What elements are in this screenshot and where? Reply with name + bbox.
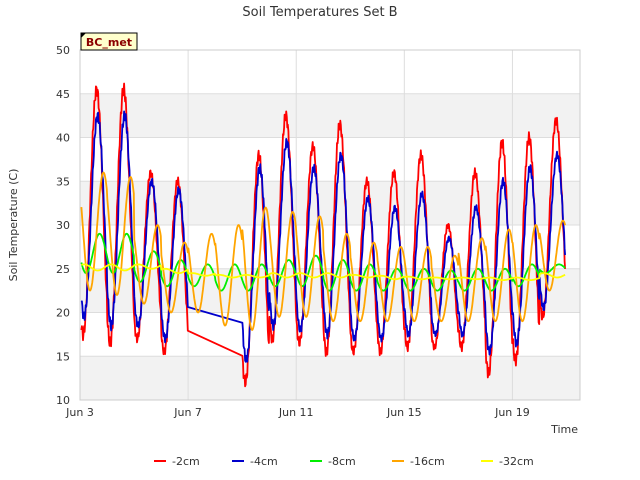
legend-label: -16cm <box>410 455 445 468</box>
series-line-minus-32cm <box>81 263 566 281</box>
series-line-minus-8cm <box>80 232 566 292</box>
x-axis-label: Time <box>550 423 578 436</box>
chart-title: Soil Temperatures Set B <box>242 5 397 20</box>
plot-frame <box>79 49 581 401</box>
y-tick-label: 50 <box>56 44 70 57</box>
background-band <box>80 356 580 400</box>
y-axis-ticks: 10 15 20 25 30 35 40 45 50 <box>56 44 70 407</box>
x-tick-label: Jun 15 <box>386 406 422 419</box>
y-tick-label: 45 <box>56 88 70 101</box>
x-tick-label: Jun 11 <box>278 406 314 419</box>
y-axis-label: Soil Temperature (C) <box>7 169 20 282</box>
x-tick-label: Jun 19 <box>494 406 530 419</box>
y-tick-label: 15 <box>56 350 70 363</box>
y-tick-label: 25 <box>56 263 70 276</box>
legend-label: -4cm <box>250 455 278 468</box>
legend: -2cm -4cm -8cm -16cm -32cm <box>154 455 534 468</box>
x-tick-label: Jun 7 <box>173 406 202 419</box>
series-lines <box>80 82 566 388</box>
background-band <box>80 93 580 138</box>
site-badge: BC_met <box>80 32 138 51</box>
y-tick-label: 35 <box>56 175 70 188</box>
legend-label: -32cm <box>499 455 534 468</box>
x-tick-label: Jun 3 <box>65 406 94 419</box>
site-badge-label: BC_met <box>86 36 132 49</box>
x-axis-ticks: Jun 3 Jun 7 Jun 11 Jun 15 Jun 19 <box>65 406 530 419</box>
legend-label: -8cm <box>328 455 356 468</box>
series-line-minus-16cm <box>80 171 566 331</box>
y-tick-label: 30 <box>56 219 70 232</box>
legend-label: -2cm <box>172 455 200 468</box>
y-tick-label: 40 <box>56 132 70 145</box>
y-tick-label: 20 <box>56 307 70 320</box>
y-tick-label: 10 <box>56 394 70 407</box>
